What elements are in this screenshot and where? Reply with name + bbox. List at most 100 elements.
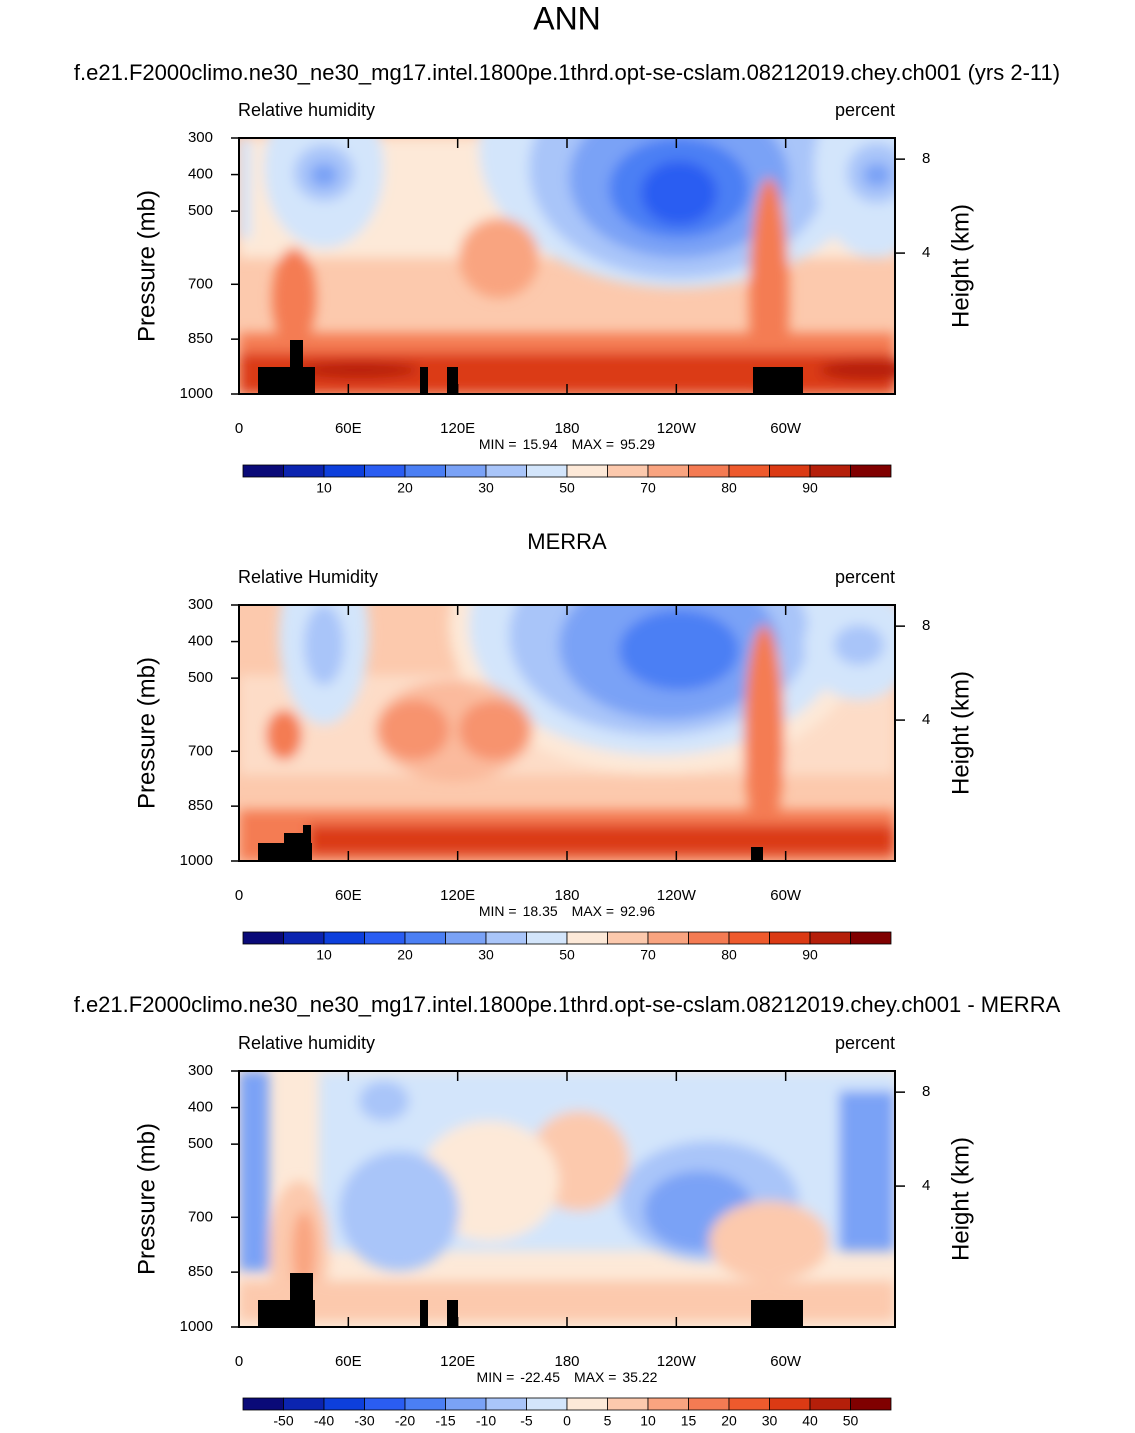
y-tick-label: 700 [188, 275, 213, 292]
stats-min: 15.94 [523, 436, 558, 452]
colorbar-label: 90 [802, 480, 818, 496]
x-tick-label: 120W [657, 420, 697, 437]
y2-tick-label: 8 [922, 1083, 930, 1100]
right-label: percent [835, 1033, 895, 1053]
colorbar-box [445, 1397, 487, 1411]
stats: MIN = 15.94 MAX = 95.29 [479, 436, 655, 452]
colorbar-box [283, 1397, 325, 1411]
chart-title: MERRA [527, 529, 607, 554]
x-tick-label: 120E [440, 1353, 475, 1370]
x-tick-label: 180 [554, 1353, 579, 1370]
colorbar-label: 50 [559, 480, 575, 496]
colorbar-label: -10 [476, 1413, 496, 1429]
colorbar-label: 10 [316, 480, 332, 496]
left-label: Relative humidity [238, 1033, 375, 1053]
colorbar-label: -30 [354, 1413, 374, 1429]
page-title: ANN [533, 0, 601, 36]
stats-min: -22.45 [520, 1369, 560, 1385]
colorbar-box [364, 1397, 406, 1411]
y-tick-label: 500 [188, 1135, 213, 1152]
x-tick-label: 60E [335, 887, 362, 904]
colorbar-box [566, 931, 608, 945]
stats: MIN = -22.45 MAX = 35.22 [477, 1369, 658, 1385]
colorbar-label: 80 [721, 480, 737, 496]
colorbar-label: -40 [314, 1413, 334, 1429]
colorbar-box [566, 464, 608, 478]
y-tick-label: 300 [188, 1062, 213, 1079]
colorbar-box [485, 464, 527, 478]
x-tick-label: 0 [235, 887, 243, 904]
y-tick-label: 1000 [180, 385, 213, 402]
x-tick-label: 0 [235, 1353, 243, 1370]
colorbar-box [485, 931, 527, 945]
colorbar-box [526, 931, 568, 945]
y2-tick-label: 4 [922, 1177, 930, 1194]
x-tick-label: 120W [657, 1353, 697, 1370]
y-tick-label: 400 [188, 166, 213, 183]
x-tick-label: 120E [440, 420, 475, 437]
colorbar-label: 20 [397, 947, 413, 963]
stats-max-label: MAX = [572, 903, 614, 919]
y-tick-label: 850 [188, 330, 213, 347]
stats-min-label: MIN = [479, 903, 517, 919]
colorbar-label: -20 [395, 1413, 415, 1429]
stats-min-label: MIN = [479, 436, 517, 452]
x-tick-label: 180 [554, 420, 579, 437]
colorbar-label: 70 [640, 947, 656, 963]
colorbar-box [688, 931, 730, 945]
colorbar-box [364, 464, 406, 478]
stats-max: 92.96 [620, 903, 655, 919]
y-tick-label: 850 [188, 797, 213, 814]
colorbar-label: 30 [762, 1413, 778, 1429]
stats-max: 35.22 [622, 1369, 657, 1385]
colorbar-box [526, 1397, 568, 1411]
colorbar-box [850, 931, 892, 945]
colorbar-box [809, 1397, 851, 1411]
colorbar-box [404, 464, 446, 478]
colorbar-box [607, 1397, 649, 1411]
colorbar-label: 10 [316, 947, 332, 963]
colorbar-label: 20 [397, 480, 413, 496]
stats-min-label: MIN = [477, 1369, 515, 1385]
colorbar-label: 5 [604, 1413, 612, 1429]
y-tick-label: 400 [188, 633, 213, 650]
y2-tick-label: 4 [922, 244, 930, 261]
colorbar-box [769, 931, 811, 945]
x-tick-label: 120W [657, 887, 697, 904]
y-axis-label: Pressure (mb) [133, 190, 160, 342]
y-tick-label: 500 [188, 202, 213, 219]
y2-tick-label: 8 [922, 617, 930, 634]
colorbar-box [769, 464, 811, 478]
colorbar-label: 30 [478, 947, 494, 963]
stats-max: 95.29 [620, 436, 655, 452]
y-tick-label: 700 [188, 742, 213, 759]
colorbar-box [323, 464, 365, 478]
left-label: Relative humidity [238, 100, 375, 120]
y-axis-label: Pressure (mb) [133, 657, 160, 809]
colorbar-box [323, 931, 365, 945]
contour-field [239, 1071, 895, 1327]
x-tick-label: 60E [335, 1353, 362, 1370]
colorbar-box [323, 1397, 365, 1411]
stats-max-label: MAX = [574, 1369, 616, 1385]
y-tick-label: 1000 [180, 1318, 213, 1335]
colorbar-label: 10 [640, 1413, 656, 1429]
colorbar-box [404, 931, 446, 945]
y-tick-label: 850 [188, 1263, 213, 1280]
colorbar-box [809, 464, 851, 478]
y2-axis-label: Height (km) [947, 204, 974, 328]
colorbar-box [445, 464, 487, 478]
colorbar-box [728, 1397, 770, 1411]
colorbar-label: 50 [843, 1413, 859, 1429]
chart-title: f.e21.F2000climo.ne30_ne30_mg17.intel.18… [74, 60, 1060, 85]
contour-field [239, 605, 895, 861]
contour-field [239, 138, 895, 394]
colorbar-box [485, 1397, 527, 1411]
chart-title: f.e21.F2000climo.ne30_ne30_mg17.intel.18… [74, 992, 1061, 1017]
colorbar-box [647, 464, 689, 478]
colorbar-label: 80 [721, 947, 737, 963]
colorbar-box [445, 931, 487, 945]
colorbar-box [404, 1397, 446, 1411]
colorbar-box [647, 931, 689, 945]
